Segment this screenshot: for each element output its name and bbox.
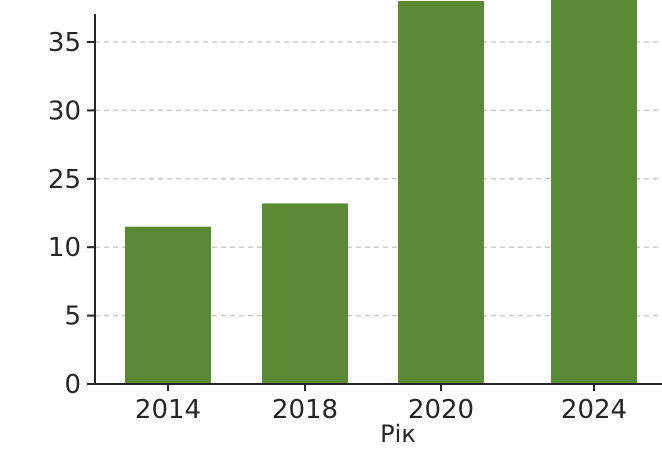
y-tick-label: 5	[64, 302, 81, 332]
x-tick-label: 2018	[272, 395, 338, 425]
bar-2014	[125, 226, 211, 384]
x-tick-label: 2014	[135, 395, 201, 425]
y-tick-label: 25	[48, 165, 81, 195]
bars	[125, 0, 637, 385]
y-tick-labels: 0 5 10 25 30 35	[48, 28, 95, 400]
x-tick-labels: 2014 2018 2020 2024	[135, 384, 627, 425]
x-axis-label: Рік	[380, 420, 416, 448]
y-tick-label: 35	[48, 28, 81, 58]
bar-2024	[551, 0, 637, 384]
y-tick-label: 10	[48, 233, 81, 263]
x-tick-label: 2020	[408, 395, 474, 425]
bar-2020	[398, 0, 484, 385]
x-tick-label: 2024	[561, 395, 627, 425]
axes	[94, 14, 662, 385]
y-tick-label: 0	[64, 370, 81, 400]
bar-2018	[262, 203, 348, 384]
y-tick-label: 30	[48, 96, 81, 126]
